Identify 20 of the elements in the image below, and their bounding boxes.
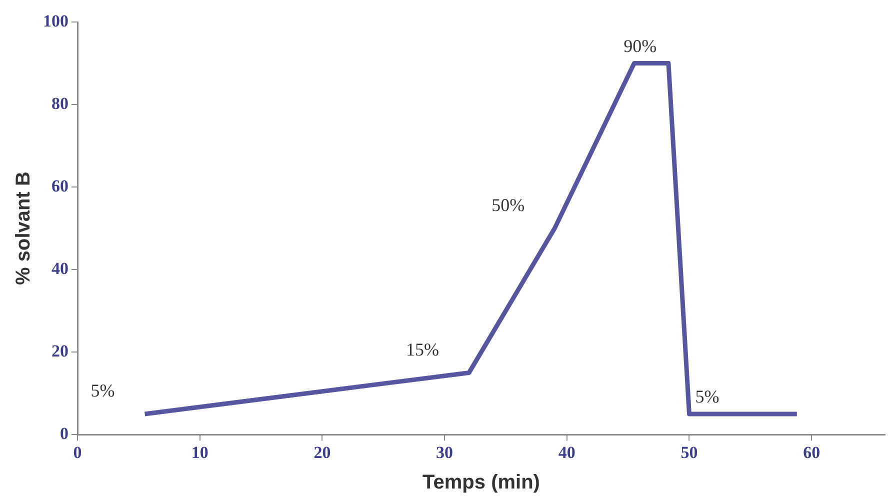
y-tick-label: 80 xyxy=(52,94,68,113)
y-tick-label: 20 xyxy=(52,341,68,360)
data-label: 90% xyxy=(624,36,657,56)
y-tick-label: 60 xyxy=(52,176,68,196)
y-tick-label: 40 xyxy=(52,258,68,278)
data-label: 50% xyxy=(492,195,525,216)
x-axis-title: Temps (min) xyxy=(422,472,540,494)
y-axis-title: % solvant B xyxy=(12,172,35,285)
x-tick-label: 40 xyxy=(558,443,576,462)
y-tick-label: 100 xyxy=(43,11,68,30)
y-tick-label: 0 xyxy=(60,424,68,443)
x-tick-label: 50 xyxy=(680,443,698,462)
x-tick-label: 30 xyxy=(436,443,454,462)
x-tick-label: 10 xyxy=(191,443,208,462)
data-label: 5% xyxy=(90,380,115,401)
data-label: 15% xyxy=(406,339,440,360)
data-label: 5% xyxy=(695,386,720,407)
x-tick-label: 60 xyxy=(803,443,820,462)
x-tick-label: 0 xyxy=(73,443,82,462)
x-tick-label: 20 xyxy=(314,443,331,462)
